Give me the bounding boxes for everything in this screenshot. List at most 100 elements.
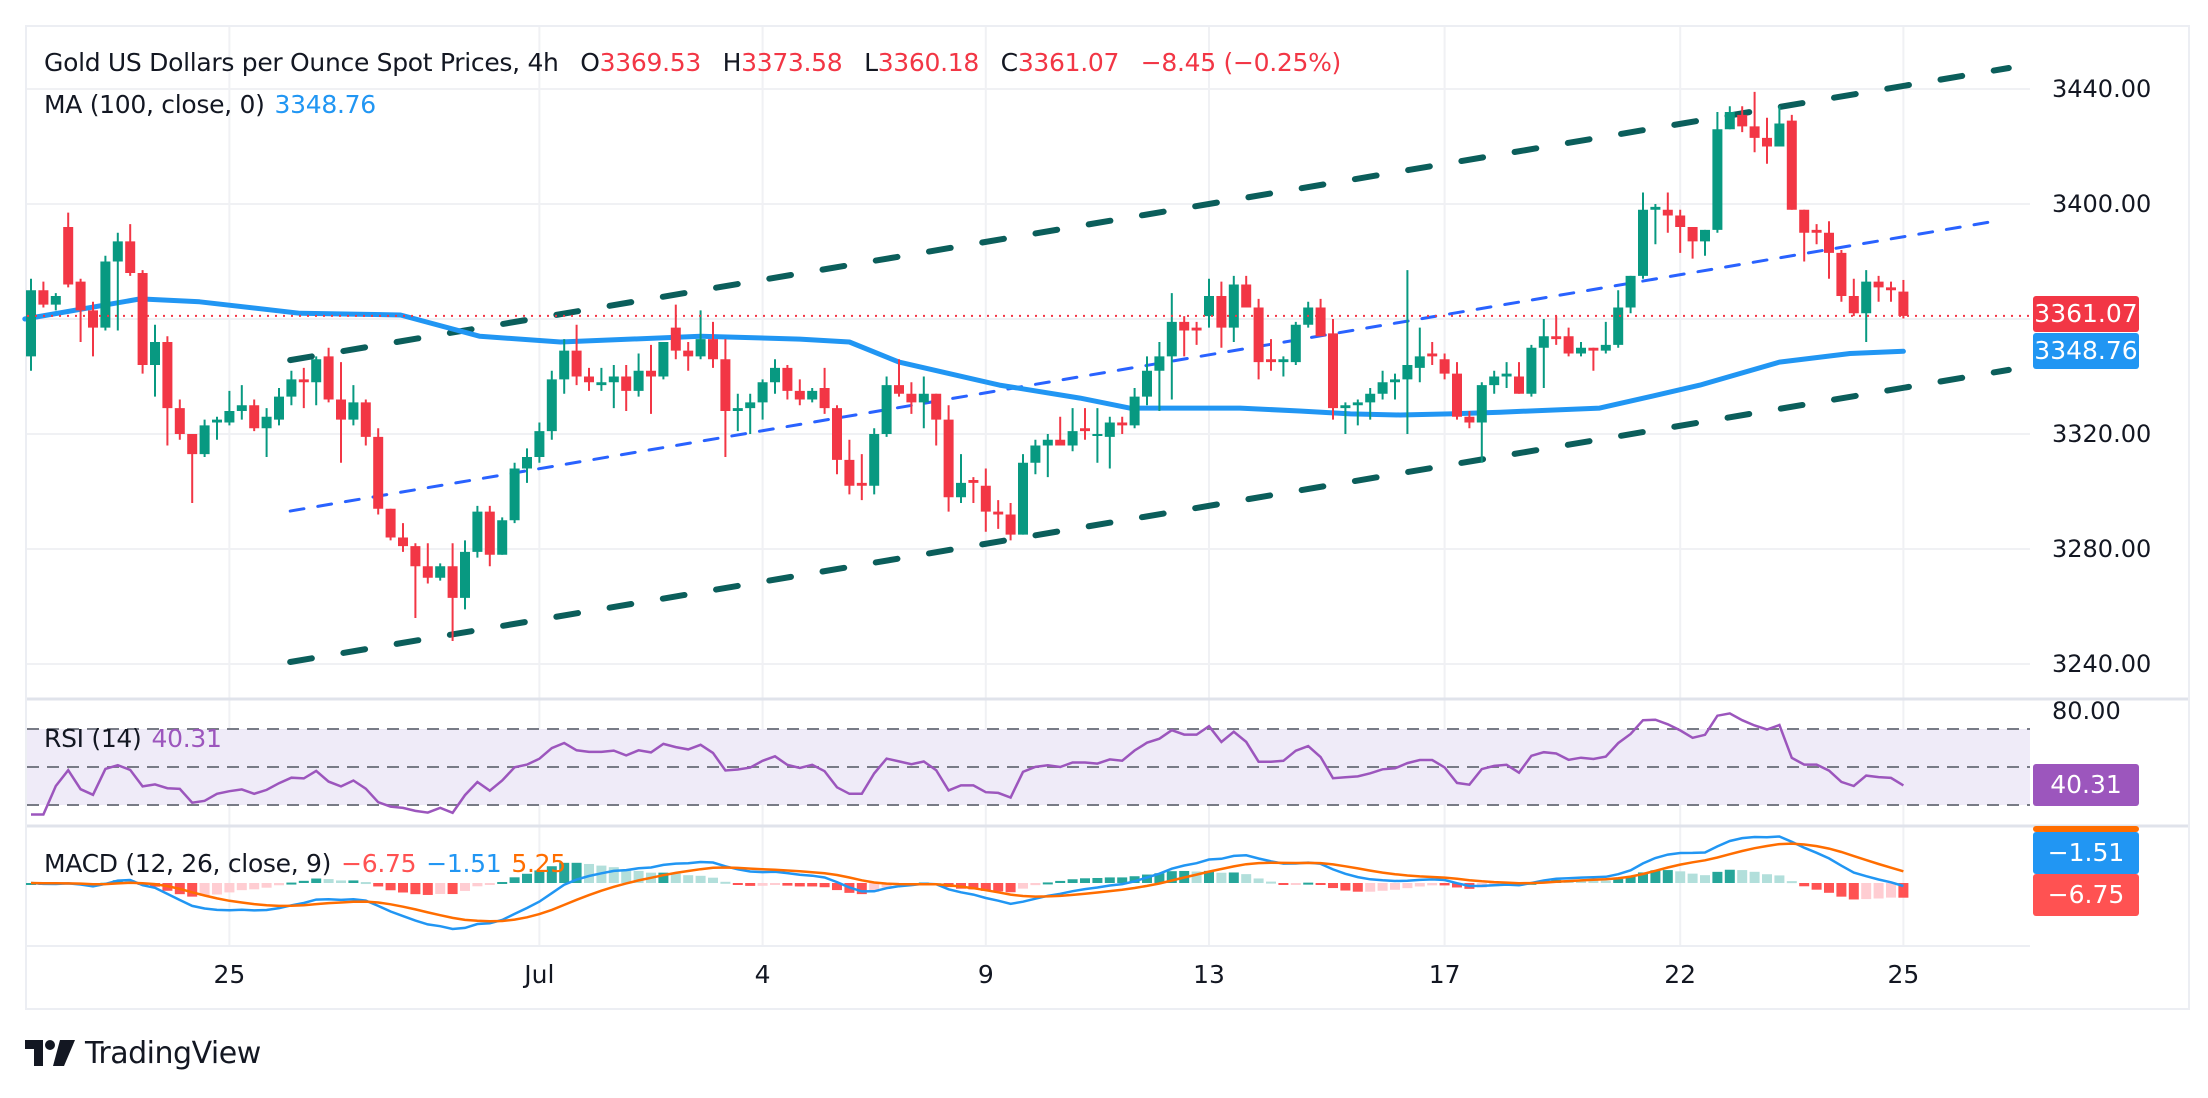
candle [1538, 319, 1549, 388]
candle-body [1104, 422, 1115, 437]
price-tick: 3320.00 [2052, 420, 2152, 448]
candle-body [1216, 296, 1227, 328]
candle-body [1328, 333, 1338, 409]
candle [1377, 370, 1388, 400]
candle-body [782, 367, 793, 391]
candle [1551, 316, 1562, 345]
candle-body [633, 370, 644, 391]
candle-body [1824, 232, 1834, 253]
candle-body [398, 537, 408, 547]
candle-body [50, 296, 61, 305]
macd-histogram-bar [1861, 883, 1872, 900]
candle [745, 393, 756, 434]
candle [311, 356, 322, 406]
ma-legend[interactable]: MA (100, close, 0) 3348.76 [44, 90, 376, 119]
candle [348, 385, 359, 426]
candle-body [1092, 434, 1103, 436]
candle [770, 359, 780, 394]
candle [807, 388, 818, 403]
candle [125, 224, 136, 276]
open-value: 3369.53 [599, 48, 702, 77]
candle-body [1266, 359, 1276, 363]
candle [26, 278, 36, 371]
price-tick: 3400.00 [2052, 190, 2152, 218]
candle-body [1179, 321, 1190, 331]
ma-price-badge: 3348.76 [2033, 333, 2139, 369]
candle [1216, 281, 1227, 348]
macd-histogram-bar [559, 862, 570, 883]
candle-body [1588, 347, 1599, 351]
rsi-legend[interactable]: RSI (14) 40.31 [44, 724, 222, 753]
candle [187, 434, 198, 503]
macd-histogram-bar [1762, 874, 1772, 883]
candle-body [559, 350, 570, 380]
candle [199, 419, 210, 457]
macd-histogram-bar [732, 883, 743, 885]
macd-histogram-bar [199, 883, 210, 896]
candle [968, 477, 979, 503]
macd-histogram-bar [460, 883, 470, 891]
candle-body [1055, 439, 1066, 446]
macd-histogram-bar [1390, 883, 1400, 890]
candle [720, 339, 731, 457]
macd-legend[interactable]: MACD (12, 26, close, 9) −6.75 −1.51 5.25 [44, 849, 566, 878]
macd-histogram-bar [1266, 881, 1276, 884]
candle-body [1042, 439, 1053, 446]
candle-body [844, 459, 855, 486]
macd-histogram-bar [1786, 881, 1797, 884]
candle [112, 232, 123, 331]
macd-histogram-bar [621, 869, 632, 883]
candle [1228, 275, 1239, 342]
candle-body [373, 436, 384, 509]
candle-body [1166, 321, 1177, 357]
macd-histogram-bar [373, 883, 384, 887]
candle-body [608, 376, 619, 383]
candle [1464, 411, 1475, 429]
rsi-badge: 40.31 [2033, 764, 2139, 806]
candle [1600, 321, 1611, 354]
macd-histogram-bar [1687, 873, 1698, 883]
candle [732, 393, 743, 432]
candle-body [199, 425, 210, 455]
candle [1253, 298, 1264, 380]
candle-body [534, 431, 545, 457]
rsi-axis-tick: 80.00 [2052, 697, 2121, 725]
candle-body [150, 342, 160, 365]
candle [1824, 221, 1834, 279]
candle-body [1191, 327, 1202, 331]
candle-body [88, 310, 98, 328]
candle-body [174, 408, 185, 434]
candle [584, 367, 594, 391]
candle-body [1848, 296, 1859, 314]
candle-body [881, 385, 892, 434]
candle-body [1253, 307, 1264, 363]
candle-body [286, 379, 297, 397]
pane-separators[interactable] [27, 697, 2188, 947]
candle-body [1762, 137, 1772, 147]
macd-histogram-bar [447, 883, 458, 895]
trend-channel[interactable] [287, 65, 2012, 665]
candle-body [856, 482, 867, 486]
candle-body [249, 405, 260, 429]
candle [683, 342, 694, 371]
candle [360, 399, 371, 446]
candle [782, 365, 793, 400]
macd-histogram-bar [980, 883, 991, 891]
candle [844, 439, 855, 495]
change-value: −8.45 (−0.25%) [1140, 48, 1342, 77]
candle-body [298, 379, 309, 383]
candle [75, 278, 86, 342]
tradingview-logo[interactable]: TradingView [25, 1036, 261, 1071]
macd-badge: −1.51 [2033, 832, 2139, 874]
candle [1476, 382, 1487, 463]
candle [1737, 106, 1748, 133]
macd-histogram-bar [1365, 883, 1376, 892]
macd-histogram-bar [1303, 882, 1314, 885]
candle [1452, 362, 1462, 420]
candle [534, 422, 545, 463]
candle-body [894, 385, 904, 394]
macd-histogram-bar [1824, 883, 1834, 893]
candle-body [137, 273, 148, 365]
macd-histogram-bar [1848, 883, 1859, 900]
